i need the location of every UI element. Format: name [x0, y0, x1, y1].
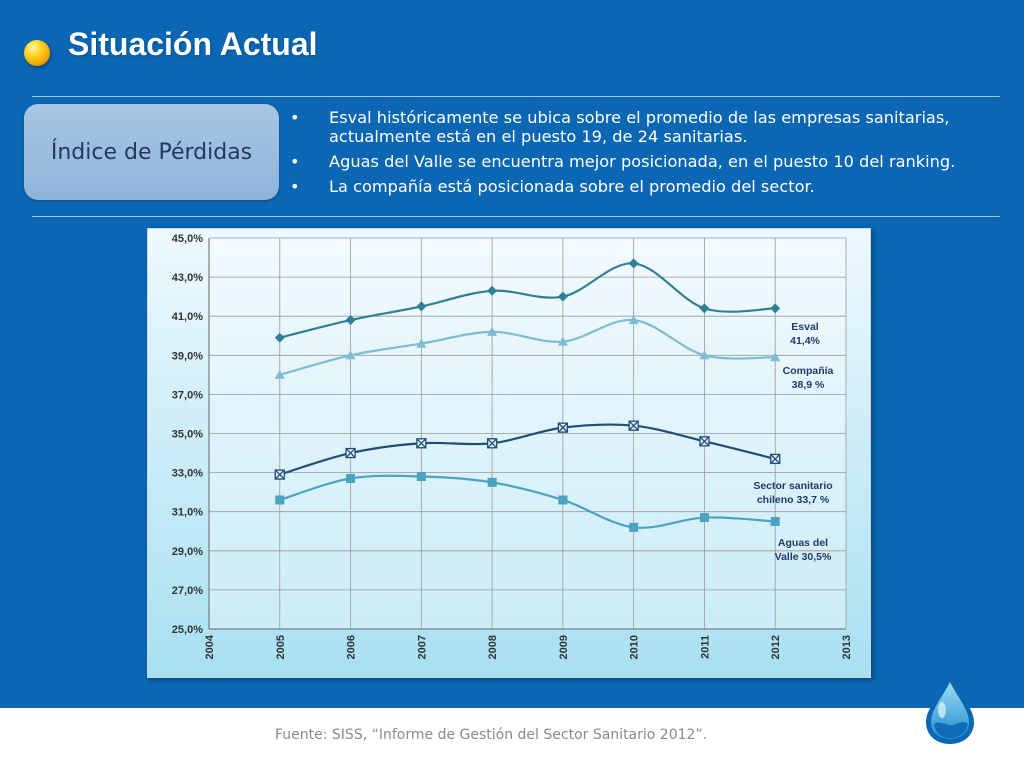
x-tick-label: 2005 — [275, 635, 287, 659]
data-point-square — [416, 472, 426, 482]
data-point-triangle — [699, 350, 710, 360]
chart-frame: 25,0% 27,0% 29,0% 31,0% 33,0% 35,0% 37,0% 39,0%… — [147, 228, 871, 678]
series-label-compania: Compañía — [783, 365, 834, 377]
data-point-triangle — [628, 315, 639, 325]
data-point-diamond — [416, 301, 427, 312]
data-point-x-square — [699, 436, 710, 447]
section-label-box: Índice de Pérdidas — [24, 104, 279, 200]
data-point-triangle — [487, 326, 498, 336]
data-point-diamond — [770, 303, 781, 314]
section-label: Índice de Pérdidas — [50, 139, 253, 165]
y-tick-label: 25,0% — [172, 624, 203, 636]
x-tick-label: 2012 — [770, 635, 782, 659]
data-point-x-square — [770, 453, 781, 465]
data-point-triangle — [770, 352, 781, 362]
series-label-aguas: Valle 30,5% — [775, 551, 832, 563]
bullet-item: • Esval históricamente se ubica sobre el … — [286, 108, 1006, 146]
bullet-text: La compañía está posicionada sobre el pr… — [329, 177, 815, 196]
source-footnote: Fuente: SISS, “Informe de Gestión del Se… — [275, 727, 708, 743]
y-tick-label: 29,0% — [172, 546, 203, 558]
footer-bar: Fuente: SISS, “Informe de Gestión del Se… — [0, 708, 1024, 768]
bullet-list: • Esval históricamente se ubica sobre el … — [286, 108, 1006, 202]
slide-title: Situación Actual — [68, 26, 318, 62]
series-line-sector — [279, 423, 776, 476]
y-tick-label: 27,0% — [172, 585, 203, 597]
bullet-dot: • — [290, 177, 300, 196]
data-point-diamond — [628, 258, 639, 269]
x-tick-label: 2006 — [346, 635, 358, 659]
bullet-text: Aguas del Valle se encuentra mejor posic… — [329, 152, 956, 171]
series-label-sector: chileno 33,7 % — [757, 494, 830, 506]
data-point-square — [275, 495, 285, 505]
series-label-sector: Sector sanitario — [753, 480, 832, 492]
bullet-dot: • — [290, 108, 300, 127]
series-line-esval — [279, 262, 776, 339]
data-point-diamond — [487, 285, 498, 296]
data-point-diamond — [699, 303, 710, 314]
data-point-square — [770, 516, 780, 526]
loss-index-line-chart: 25,0% 27,0% 29,0% 31,0% 33,0% 35,0% 37,0% 39,0%… — [172, 233, 853, 659]
data-point-diamond — [274, 332, 285, 343]
series-line-aguas — [279, 474, 776, 529]
data-point-x-square — [345, 447, 356, 459]
data-point-square — [629, 522, 639, 532]
data-point-diamond — [557, 291, 568, 302]
y-tick-label: 37,0% — [172, 389, 203, 401]
data-point-triangle — [345, 350, 356, 360]
y-tick-label: 31,0% — [172, 507, 203, 519]
data-point-x-square — [557, 422, 569, 433]
data-point-square — [487, 477, 497, 487]
x-tick-label: 2009 — [558, 635, 570, 659]
data-point-square — [346, 473, 356, 483]
water-drop-logo-icon — [926, 676, 974, 744]
data-point-square — [558, 495, 568, 505]
x-tick-label: 2007 — [416, 635, 428, 659]
data-point-x-square — [486, 438, 498, 449]
x-tick-label: 2010 — [629, 635, 641, 659]
y-tick-label: 35,0% — [172, 429, 203, 441]
y-tick-label: 43,0% — [172, 272, 203, 284]
data-point-diamond — [345, 315, 356, 326]
x-tick-label: 2004 — [204, 634, 216, 659]
series-label-aguas: Aguas del — [778, 537, 828, 549]
data-point-triangle — [557, 336, 568, 346]
series-label-compania: 38,9 % — [792, 379, 825, 391]
bullet-text: Esval históricamente se ubica sobre el p… — [329, 108, 950, 146]
series-label-esval: 41,4% — [790, 335, 820, 347]
data-point-square — [699, 513, 709, 523]
bottom-divider — [32, 216, 1000, 217]
series-label-esval: Esval — [791, 321, 819, 333]
data-point-x-square — [274, 469, 285, 480]
bullet-dot: • — [290, 152, 300, 171]
bullet-item: • Aguas del Valle se encuentra mejor posi… — [286, 152, 1006, 171]
data-point-x-square — [416, 438, 427, 449]
data-point-triangle — [274, 369, 285, 379]
bullet-item: • La compañía está posicionada sobre el p… — [286, 177, 1006, 196]
x-tick-label: 2008 — [487, 635, 499, 659]
title-bullet-icon — [24, 40, 50, 66]
y-tick-label: 41,0% — [172, 311, 203, 323]
y-tick-label: 45,0% — [172, 233, 203, 245]
data-point-triangle — [416, 338, 427, 348]
x-tick-label: 2013 — [841, 635, 853, 659]
top-divider — [32, 96, 1000, 97]
data-point-x-square — [628, 420, 639, 431]
x-tick-label: 2011 — [699, 635, 711, 659]
y-tick-label: 39,0% — [172, 350, 203, 362]
series-line-compania — [279, 319, 776, 376]
y-tick-label: 33,0% — [172, 468, 203, 480]
